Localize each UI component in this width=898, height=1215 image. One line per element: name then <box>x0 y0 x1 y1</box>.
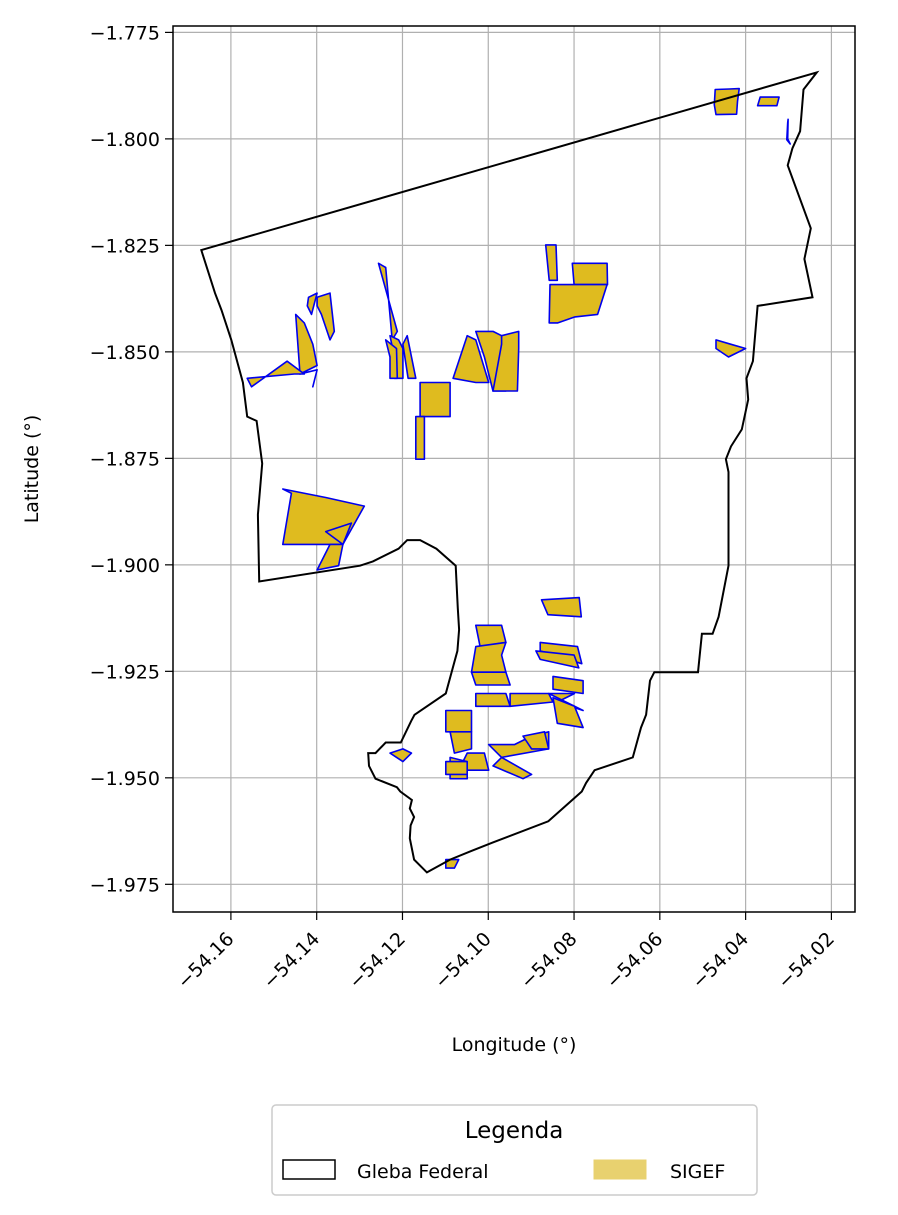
sigef-parcel <box>522 731 550 750</box>
sigef-parcel <box>470 641 507 673</box>
sigef-parcels <box>246 87 791 869</box>
sigef-parcel <box>316 292 336 341</box>
sigef-parcel <box>492 330 520 392</box>
legend-swatch-gleba <box>282 1159 336 1180</box>
sigef-parcel <box>544 244 559 282</box>
y-axis-ticks: −1.775 −1.800 −1.825 −1.850 −1.875 −1.900 −1.9… <box>90 22 173 896</box>
gleba-federal-boundary <box>200 70 820 874</box>
sigef-parcel <box>571 262 609 286</box>
sigef-parcel <box>756 96 780 107</box>
y-tick-label: −1.950 <box>90 768 160 790</box>
y-axis-label: Latitude (°) <box>21 415 43 524</box>
sigef-parcel <box>475 692 511 708</box>
grid-lines <box>173 26 855 912</box>
y-tick-label: −1.900 <box>90 555 160 577</box>
sigef-parcel <box>452 334 490 384</box>
sigef-parcel <box>402 334 417 380</box>
legend-swatch-sigef <box>593 1159 647 1180</box>
sigef-parcel <box>294 313 318 388</box>
legend-label-gleba: Gleba Federal <box>357 1161 489 1183</box>
y-tick-label: −1.925 <box>90 661 160 683</box>
plot-frame <box>172 25 856 913</box>
sigef-parcel <box>470 671 511 686</box>
sigef-parcel <box>445 858 460 869</box>
sigef-parcel <box>715 339 747 358</box>
y-tick-label: −1.775 <box>90 22 160 44</box>
sigef-parcel <box>306 292 318 316</box>
sigef-parcel <box>548 283 608 324</box>
sigef-parcel <box>415 415 426 460</box>
sigef-parcel <box>552 675 584 695</box>
sigef-parcel <box>445 709 473 733</box>
y-tick-label: −1.800 <box>90 129 160 151</box>
y-tick-label: −1.875 <box>90 448 160 470</box>
y-tick-label: −1.825 <box>90 235 160 257</box>
y-tick-label: −1.850 <box>90 342 160 364</box>
legend-label-sigef: SIGEF <box>670 1161 725 1183</box>
sigef-parcel <box>786 118 791 145</box>
y-tick-label: −1.975 <box>90 874 160 896</box>
sigef-parcel <box>384 339 399 380</box>
sigef-parcel <box>449 731 473 754</box>
x-axis-label: Longitude (°) <box>452 1034 577 1056</box>
sigef-parcel <box>552 696 584 729</box>
sigef-parcel <box>535 650 580 669</box>
sigef-parcel <box>492 756 533 780</box>
sigef-parcel <box>246 360 306 388</box>
sigef-parcel <box>419 381 451 418</box>
legend: Legenda Gleba Federal SIGEF <box>271 1104 758 1196</box>
sigef-parcel <box>445 760 468 776</box>
sigef-parcel <box>389 748 413 763</box>
legend-title: Legenda <box>465 1118 564 1144</box>
sigef-parcel <box>540 596 583 618</box>
sigef-parcel <box>316 522 353 571</box>
sigef-parcel <box>713 87 740 116</box>
